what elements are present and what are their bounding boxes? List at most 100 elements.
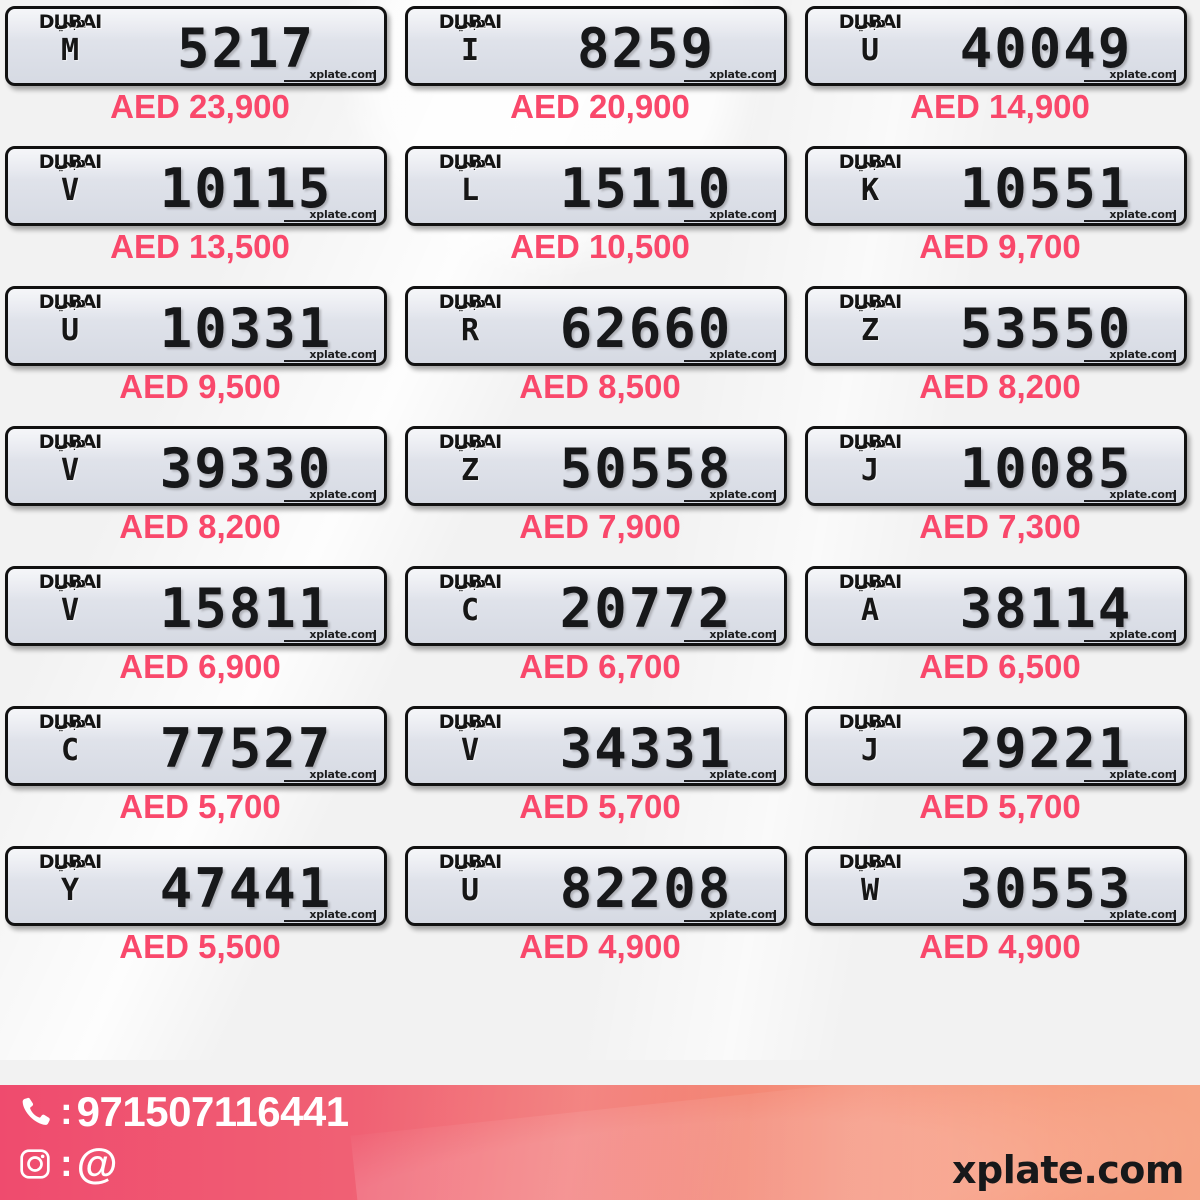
contact-phone[interactable]: : 971507116441 [14, 1091, 349, 1133]
plate-watermark: xplate.com [1109, 68, 1176, 81]
emirate-badge: DUBAI دبي V [22, 153, 118, 206]
emirate-name-arabic: دبي [853, 852, 887, 872]
plate-cell[interactable]: DUBAI دبي Y 47441 xplate.com AED 5,500 [0, 840, 400, 980]
plate-price: AED 23,900 [110, 88, 290, 125]
plate-watermark: xplate.com [309, 488, 376, 501]
plate-code-letter: A [860, 593, 880, 628]
plate-cell[interactable]: DUBAI دبي I 8259 xplate.com AED 20,900 [400, 0, 800, 140]
emirate-name-latin: DUBAI دبي [822, 153, 918, 175]
license-plate[interactable]: DUBAI دبي U 40049 xplate.com [805, 6, 1187, 86]
footer-bar: : 971507116441 : @ xplate.com [0, 1085, 1200, 1200]
plate-code-letter: Z [460, 453, 480, 488]
license-plate[interactable]: DUBAI دبي Z 53550 xplate.com [805, 286, 1187, 366]
license-plate[interactable]: DUBAI دبي I 8259 xplate.com [405, 6, 787, 86]
plate-cell[interactable]: DUBAI دبي C 20772 xplate.com AED 6,700 [400, 560, 800, 700]
license-plate[interactable]: DUBAI دبي V 15811 xplate.com [5, 566, 387, 646]
license-plate[interactable]: DUBAI دبي R 62660 xplate.com [405, 286, 787, 366]
plate-cell[interactable]: DUBAI دبي C 77527 xplate.com AED 5,700 [0, 700, 400, 840]
plate-watermark: xplate.com [309, 628, 376, 641]
plate-cell[interactable]: DUBAI دبي L 15110 xplate.com AED 10,500 [400, 140, 800, 280]
emirate-name-arabic: دبي [453, 12, 487, 32]
license-plate[interactable]: DUBAI دبي V 39330 xplate.com [5, 426, 387, 506]
emirate-name-latin: DUBAI دبي [422, 713, 518, 735]
emirate-badge: DUBAI دبي R [422, 293, 518, 346]
plate-code-letter: I [460, 33, 480, 68]
license-plate[interactable]: DUBAI دبي A 38114 xplate.com [805, 566, 1187, 646]
license-plate[interactable]: DUBAI دبي Z 50558 xplate.com [405, 426, 787, 506]
license-plate[interactable]: DUBAI دبي C 20772 xplate.com [405, 566, 787, 646]
plate-code-letter: R [460, 313, 480, 348]
emirate-badge: DUBAI دبي Z [422, 433, 518, 486]
emirate-badge: DUBAI دبي Z [822, 293, 918, 346]
plate-code-letter: V [60, 453, 80, 488]
plate-price: AED 6,700 [519, 648, 681, 685]
license-plate[interactable]: DUBAI دبي U 82208 xplate.com [405, 846, 787, 926]
plate-price: AED 9,700 [919, 228, 1081, 265]
emirate-name-arabic: دبي [453, 712, 487, 732]
instagram-separator: : [60, 1143, 73, 1185]
emirate-name-arabic: دبي [53, 12, 87, 32]
plate-code-letter: Y [60, 873, 80, 908]
plate-cell[interactable]: DUBAI دبي J 10085 xplate.com AED 7,300 [800, 420, 1200, 560]
emirate-badge: DUBAI دبي C [22, 713, 118, 766]
emirate-name-latin: DUBAI دبي [422, 293, 518, 315]
plate-watermark: xplate.com [1109, 908, 1176, 921]
plate-code-letter: L [460, 173, 480, 208]
license-plate[interactable]: DUBAI دبي J 29221 xplate.com [805, 706, 1187, 786]
license-plate[interactable]: DUBAI دبي L 15110 xplate.com [405, 146, 787, 226]
license-plate[interactable]: DUBAI دبي M 5217 xplate.com [5, 6, 387, 86]
plate-cell[interactable]: DUBAI دبي V 34331 xplate.com AED 5,700 [400, 700, 800, 840]
license-plate[interactable]: DUBAI دبي V 34331 xplate.com [405, 706, 787, 786]
license-plate[interactable]: DUBAI دبي J 10085 xplate.com [805, 426, 1187, 506]
emirate-badge: DUBAI دبي V [422, 713, 518, 766]
plate-watermark: xplate.com [1109, 768, 1176, 781]
emirate-name-latin: DUBAI دبي [822, 293, 918, 315]
emirate-badge: DUBAI دبي U [22, 293, 118, 346]
plate-watermark: xplate.com [709, 628, 776, 641]
emirate-name-latin: DUBAI دبي [422, 433, 518, 455]
plate-watermark: xplate.com [309, 908, 376, 921]
plate-cell[interactable]: DUBAI دبي R 62660 xplate.com AED 8,500 [400, 280, 800, 420]
plate-cell[interactable]: DUBAI دبي Z 53550 xplate.com AED 8,200 [800, 280, 1200, 420]
plate-cell[interactable]: DUBAI دبي U 40049 xplate.com AED 14,900 [800, 0, 1200, 140]
plate-watermark: xplate.com [1109, 348, 1176, 361]
license-plate[interactable]: DUBAI دبي C 77527 xplate.com [5, 706, 387, 786]
plate-cell[interactable]: DUBAI دبي A 38114 xplate.com AED 6,500 [800, 560, 1200, 700]
phone-number: 971507116441 [76, 1088, 349, 1135]
instagram-handle: @ [76, 1140, 118, 1187]
emirate-name-arabic: دبي [853, 432, 887, 452]
footer-brand[interactable]: xplate.com [952, 1148, 1184, 1192]
plate-price: AED 4,900 [519, 928, 681, 965]
license-plate[interactable]: DUBAI دبي W 30553 xplate.com [805, 846, 1187, 926]
contact-instagram[interactable]: : @ [14, 1140, 118, 1187]
plate-price: AED 8,500 [519, 368, 681, 405]
plate-watermark: xplate.com [309, 348, 376, 361]
emirate-name-arabic: دبي [853, 712, 887, 732]
emirate-badge: DUBAI دبي M [22, 13, 118, 66]
plate-cell[interactable]: DUBAI دبي V 15811 xplate.com AED 6,900 [0, 560, 400, 700]
emirate-name-arabic: دبي [53, 572, 87, 592]
plate-cell[interactable]: DUBAI دبي Z 50558 xplate.com AED 7,900 [400, 420, 800, 560]
plate-price: AED 4,900 [919, 928, 1081, 965]
plate-cell[interactable]: DUBAI دبي K 10551 xplate.com AED 9,700 [800, 140, 1200, 280]
plate-code-letter: K [860, 173, 880, 208]
plate-cell[interactable]: DUBAI دبي J 29221 xplate.com AED 5,700 [800, 700, 1200, 840]
emirate-name-latin: DUBAI دبي [22, 853, 118, 875]
emirate-name-arabic: دبي [53, 852, 87, 872]
emirate-name-latin: DUBAI دبي [22, 153, 118, 175]
license-plate[interactable]: DUBAI دبي U 10331 xplate.com [5, 286, 387, 366]
plate-cell[interactable]: DUBAI دبي U 10331 xplate.com AED 9,500 [0, 280, 400, 420]
plate-cell[interactable]: DUBAI دبي V 10115 xplate.com AED 13,500 [0, 140, 400, 280]
plate-cell[interactable]: DUBAI دبي M 5217 xplate.com AED 23,900 [0, 0, 400, 140]
emirate-name-arabic: دبي [453, 432, 487, 452]
license-plate[interactable]: DUBAI دبي Y 47441 xplate.com [5, 846, 387, 926]
plate-price: AED 13,500 [110, 228, 290, 265]
plate-price: AED 5,500 [119, 928, 281, 965]
plate-cell[interactable]: DUBAI دبي V 39330 xplate.com AED 8,200 [0, 420, 400, 560]
plate-cell[interactable]: DUBAI دبي U 82208 xplate.com AED 4,900 [400, 840, 800, 980]
emirate-name-arabic: دبي [53, 432, 87, 452]
license-plate[interactable]: DUBAI دبي V 10115 xplate.com [5, 146, 387, 226]
plate-code-letter: U [60, 313, 80, 348]
plate-cell[interactable]: DUBAI دبي W 30553 xplate.com AED 4,900 [800, 840, 1200, 980]
license-plate[interactable]: DUBAI دبي K 10551 xplate.com [805, 146, 1187, 226]
